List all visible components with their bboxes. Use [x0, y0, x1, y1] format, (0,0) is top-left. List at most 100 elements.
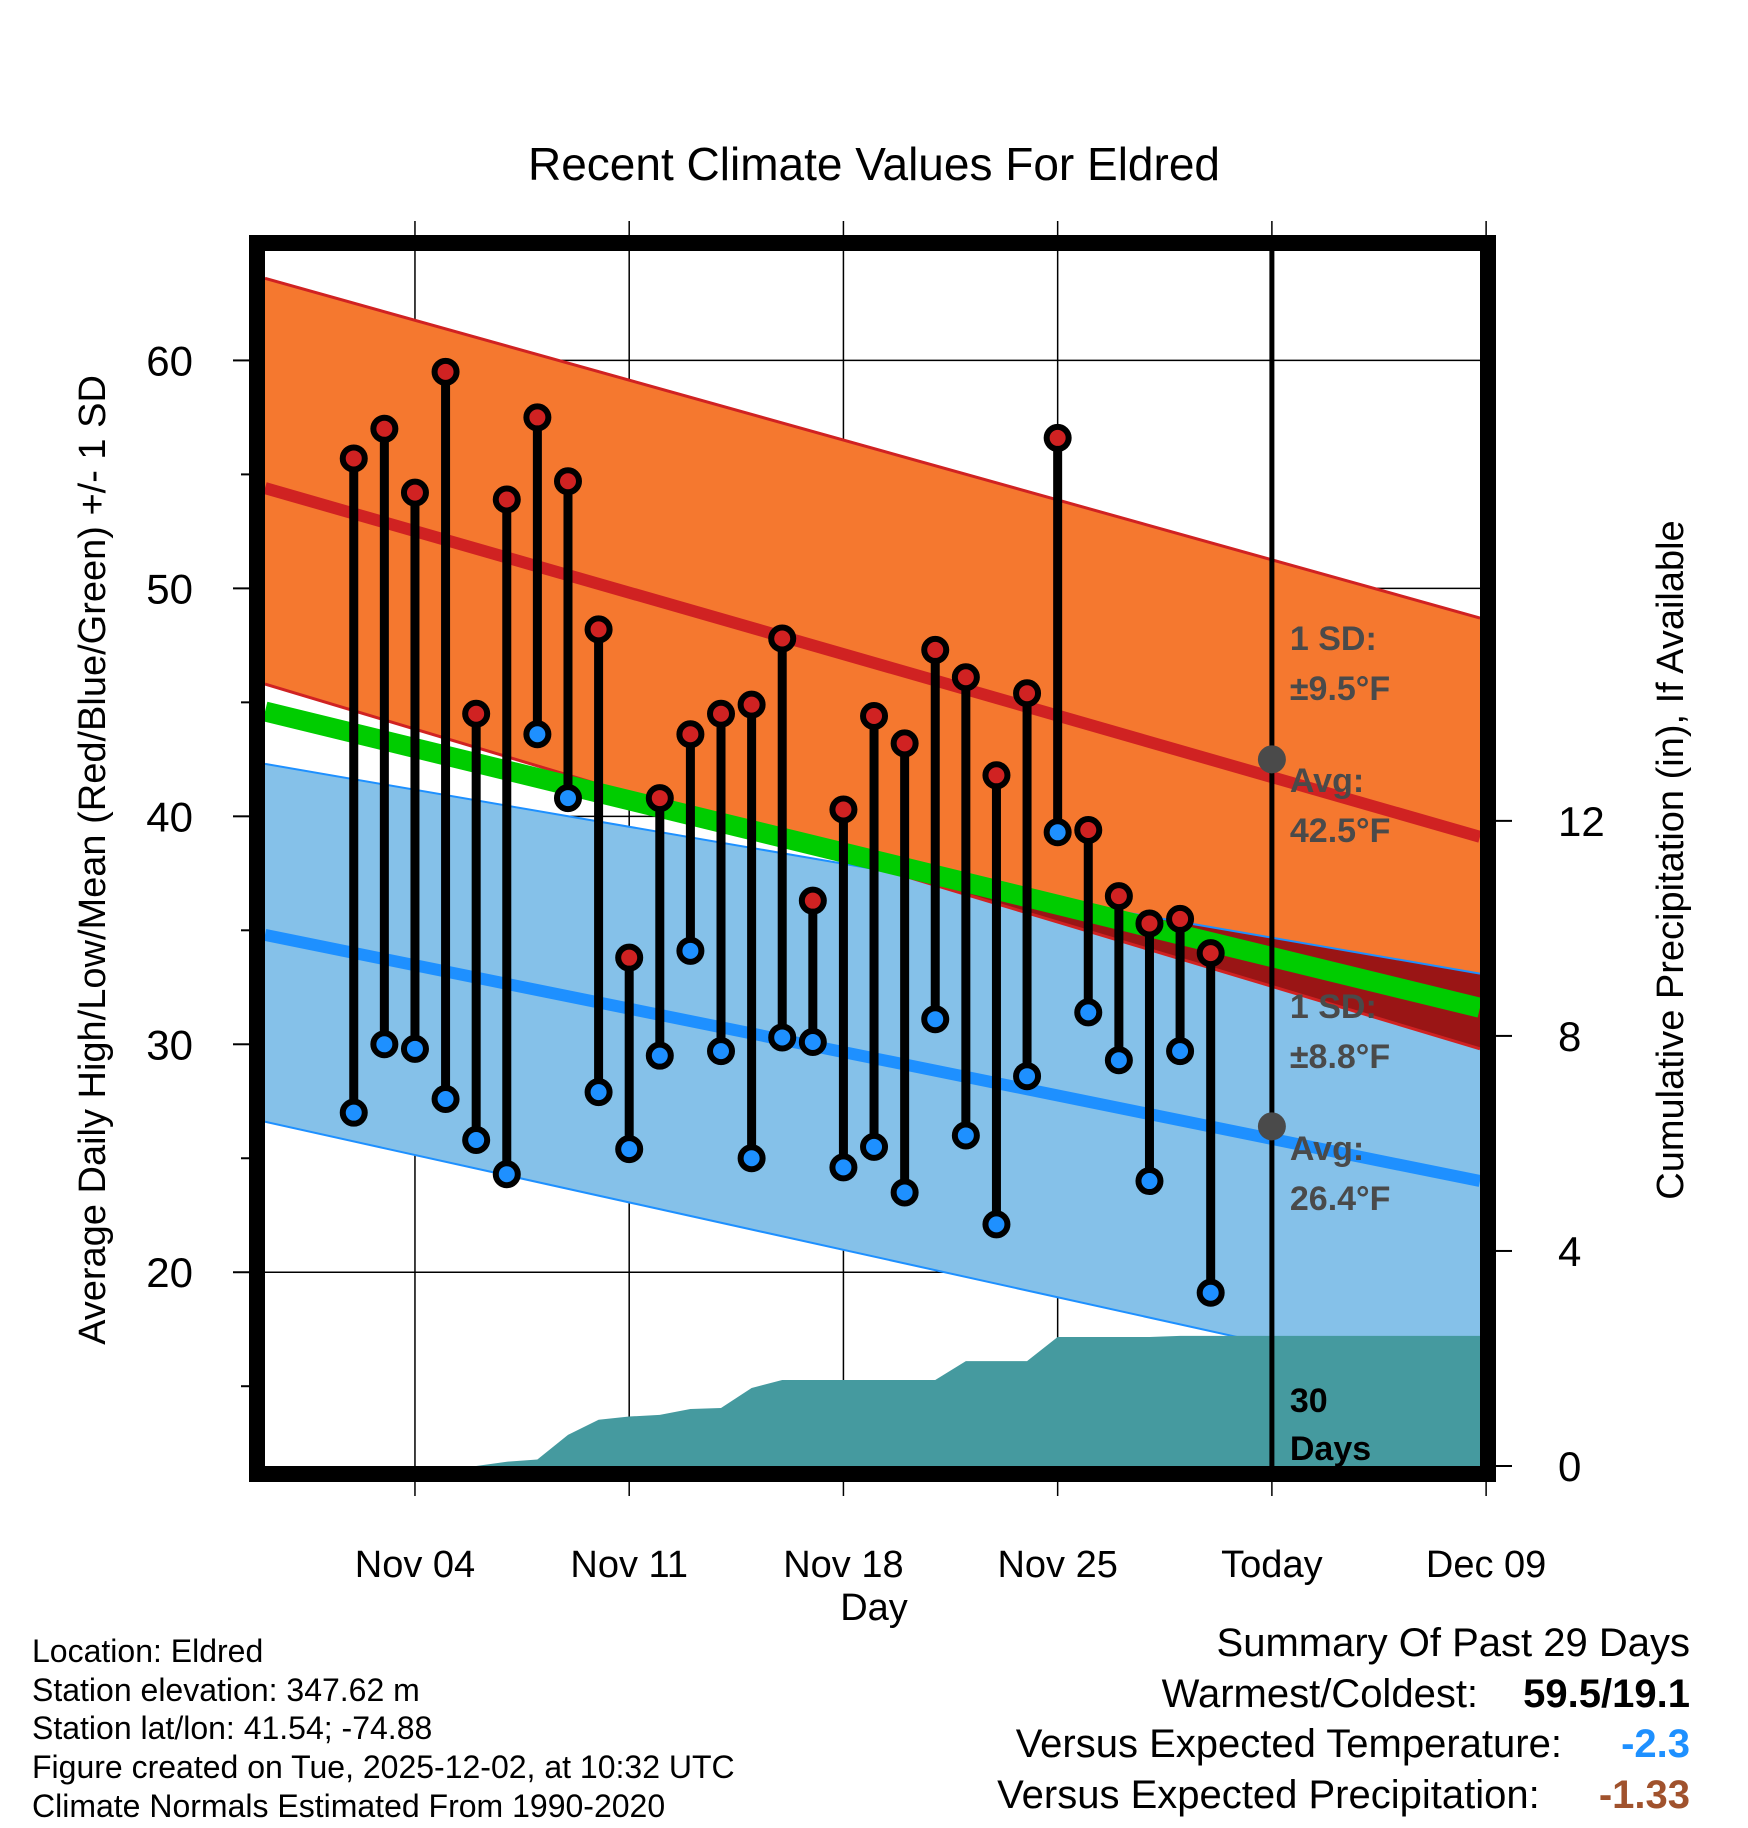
high-avg-title: Avg: — [1290, 762, 1364, 800]
observed-high-point — [676, 720, 705, 749]
low-avg-title: Avg: — [1290, 1130, 1364, 1168]
observed-high-point — [492, 485, 521, 514]
observed-low-point — [339, 1098, 368, 1127]
low-sd-title: 1 SD: — [1290, 988, 1377, 1026]
observed-high-point — [798, 886, 827, 915]
observed-low-point — [370, 1030, 399, 1059]
observed-low-point — [1196, 1278, 1225, 1307]
y2-axis-label: Cumulative Precipitation (in), If Availa… — [1650, 520, 1692, 1199]
observed-low-point — [890, 1178, 919, 1207]
warm-cold-label: Warmest/Coldest: — [1161, 1672, 1479, 1716]
observed-low-point — [1166, 1037, 1195, 1066]
precip-days-label: Days — [1290, 1430, 1371, 1468]
observed-low-point — [1104, 1046, 1133, 1075]
observed-high-point — [462, 699, 491, 728]
observed-high-point — [829, 795, 858, 824]
x-axis-label: Day — [840, 1587, 908, 1629]
y-tick-label: 50 — [146, 565, 193, 612]
observed-high-point — [1135, 909, 1164, 938]
observed-high-point — [1104, 882, 1133, 911]
observed-low-point — [400, 1034, 429, 1063]
observed-low-point — [462, 1126, 491, 1155]
observed-high-point — [768, 624, 797, 653]
high-sd-title: 1 SD: — [1290, 620, 1377, 658]
observed-low-point — [523, 720, 552, 749]
observed-low-point — [676, 936, 705, 965]
y-axis-label: Average Daily High/Low/Mean (Red/Blue/Gr… — [72, 375, 114, 1345]
observed-low-point — [921, 1005, 950, 1034]
observed-high-point — [645, 784, 674, 813]
observed-high-point — [523, 403, 552, 432]
observed-low-point — [798, 1028, 827, 1057]
x-tick-label: Nov 11 — [570, 1544, 688, 1586]
temp-value: -2.3 — [1621, 1722, 1690, 1766]
x-tick-label: Nov 04 — [355, 1544, 475, 1586]
observed-low-point — [860, 1132, 889, 1161]
observed-low-point — [584, 1078, 613, 1107]
observed-high-point — [584, 615, 613, 644]
observed-high-point — [615, 943, 644, 972]
observed-high-point — [553, 467, 582, 496]
x-tick-label: Today — [1221, 1544, 1322, 1586]
x-tick-label: Nov 18 — [783, 1544, 903, 1586]
high-average-dot — [1257, 745, 1286, 774]
y-tick-label: 30 — [146, 1021, 193, 1068]
temp-label: Versus Expected Temperature: — [1015, 1722, 1562, 1766]
observed-low-point — [829, 1153, 858, 1182]
footer-latlon: Station lat/lon: 41.54; -74.88 — [32, 1710, 433, 1746]
footer-elevation: Station elevation: 347.62 m — [32, 1672, 420, 1708]
y-tick-label: 40 — [146, 793, 193, 840]
low-average-dot — [1257, 1112, 1286, 1141]
observed-low-point — [431, 1084, 460, 1113]
observed-low-point — [707, 1037, 736, 1066]
precip-value: -1.33 — [1598, 1773, 1690, 1817]
warm-cold-value: 59.5/19.1 — [1523, 1672, 1690, 1716]
observed-low-point — [492, 1160, 521, 1189]
observed-high-point — [431, 357, 460, 386]
observed-low-point — [737, 1144, 766, 1173]
high-upper-line — [265, 276, 1480, 620]
observed-high-point — [860, 702, 889, 731]
observed-high-point — [1013, 679, 1042, 708]
x-tick-label: Nov 25 — [997, 1544, 1117, 1586]
footer-normals: Climate Normals Estimated From 1990-2020 — [32, 1788, 666, 1824]
low-avg-value: 26.4°F — [1290, 1180, 1391, 1218]
precip-area — [265, 1335, 1480, 1466]
y2-tick-label: 4 — [1558, 1228, 1581, 1275]
observed-low-point — [982, 1210, 1011, 1239]
observed-high-point — [921, 635, 950, 664]
observed-high-point — [982, 761, 1011, 790]
observed-high-point — [737, 690, 766, 719]
observed-low-point — [615, 1135, 644, 1164]
footer-created: Figure created on Tue, 2025-12-02, at 10… — [32, 1749, 735, 1785]
observed-high-point — [370, 414, 399, 443]
y2-tick-label: 0 — [1558, 1443, 1581, 1490]
observed-low-point — [951, 1121, 980, 1150]
footer-location: Location: Eldred — [32, 1633, 264, 1669]
y-tick-label: 60 — [146, 337, 193, 384]
observed-high-point — [707, 699, 736, 728]
observed-high-point — [951, 663, 980, 692]
observed-high-point — [890, 729, 919, 758]
precip-label: Versus Expected Precipitation: — [997, 1773, 1540, 1817]
observed-high-point — [1074, 816, 1103, 845]
low-sd-value: ±8.8°F — [1290, 1038, 1390, 1076]
summary-heading: Summary Of Past 29 Days — [1216, 1621, 1690, 1665]
observed-high-point — [339, 444, 368, 473]
y2-tick-label: 12 — [1558, 798, 1605, 845]
observed-high-point — [1166, 904, 1195, 933]
summary-warm-cold: Warmest/Coldest: 59.5/19.1 — [1162, 1672, 1690, 1717]
observed-low-point — [1043, 818, 1072, 847]
x-tick-label: Dec 09 — [1426, 1544, 1546, 1586]
plot-frame — [249, 235, 1496, 1482]
observed-low-point — [645, 1041, 674, 1070]
observed-high-point — [1196, 939, 1225, 968]
observed-high-point — [1043, 423, 1072, 452]
observed-low-point — [1135, 1167, 1164, 1196]
y-tick-label: 20 — [146, 1249, 193, 1296]
observed-low-point — [553, 784, 582, 813]
summary-precipitation: Versus Expected Precipitation: -1.33 — [997, 1773, 1690, 1818]
observed-high-point — [400, 478, 429, 507]
chart-title: Recent Climate Values For Eldred — [528, 138, 1220, 190]
